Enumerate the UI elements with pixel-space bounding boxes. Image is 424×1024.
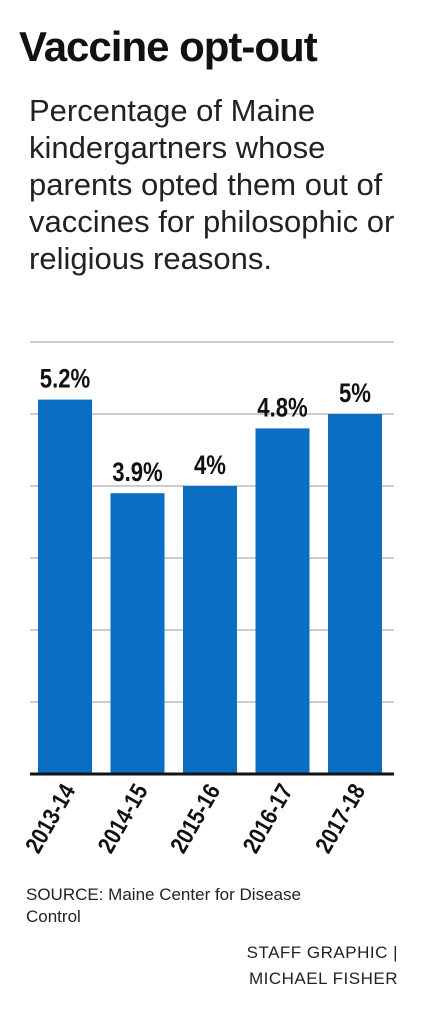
chart-subtitle: Percentage of Maine kindergartners whose… bbox=[29, 93, 395, 276]
x-tick-label: 2015-16 bbox=[165, 779, 226, 857]
bar-2014-15 bbox=[110, 493, 165, 774]
credit-line-1: STAFF GRAPHIC | bbox=[246, 943, 398, 962]
x-tick-label: 2017-18 bbox=[310, 779, 371, 857]
bar-2015-16 bbox=[183, 486, 237, 774]
source-note: SOURCE: Maine Center for Disease Control bbox=[26, 885, 301, 926]
data-label: 4.8% bbox=[257, 393, 307, 423]
data-label: 4% bbox=[194, 451, 226, 481]
x-tick-label: 2016-17 bbox=[237, 779, 298, 857]
data-label: 3.9% bbox=[112, 458, 162, 488]
staff-credit: STAFF GRAPHIC | MICHAEL FISHER bbox=[138, 940, 398, 992]
bar-chart: 5.2% 2013-14 3.9% 2014-15 4% 2015-16 4.8% 2016-… bbox=[20, 341, 394, 858]
credit-line-2: MICHAEL FISHER bbox=[248, 969, 398, 988]
x-tick-label: 2014-15 bbox=[92, 779, 153, 857]
x-tick-label: 2013-14 bbox=[20, 779, 81, 858]
chart-title: Vaccine opt-out bbox=[19, 23, 318, 70]
data-label: 5% bbox=[339, 379, 371, 409]
chart-area: 5.2% 2013-14 3.9% 2014-15 4% 2015-16 4.8% 2016-… bbox=[0, 330, 424, 890]
bar-2016-17 bbox=[255, 428, 310, 774]
data-label: 5.2% bbox=[40, 365, 90, 395]
bar-2013-14 bbox=[38, 399, 92, 774]
bar-2017-18 bbox=[328, 414, 382, 774]
